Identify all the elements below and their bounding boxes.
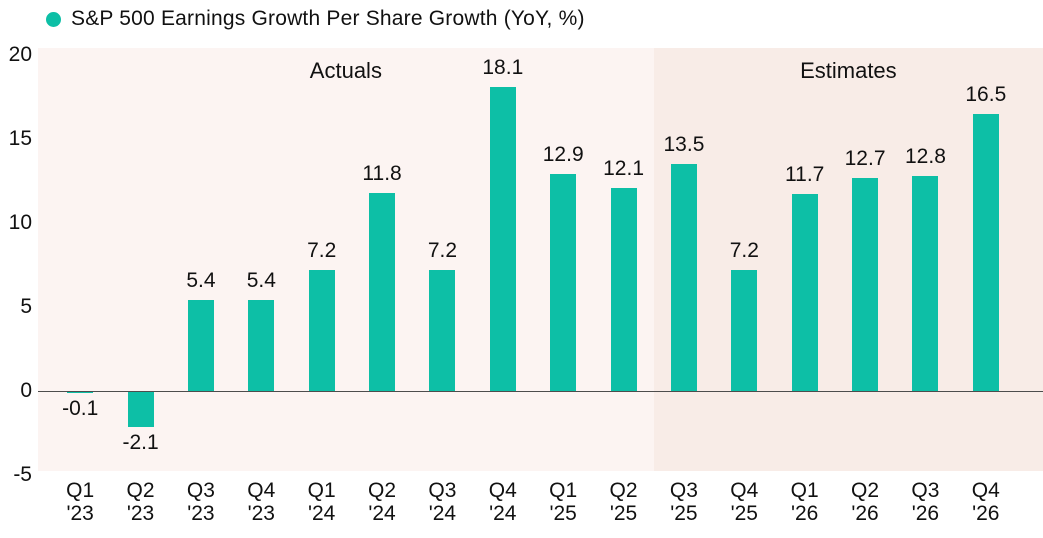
x-tick-year: '24	[428, 502, 457, 525]
legend-marker-icon	[46, 11, 61, 27]
x-tick-year: '25	[730, 502, 758, 525]
x-tick-quarter: Q1	[549, 479, 578, 502]
bar-value-label: -0.1	[62, 397, 99, 420]
x-tick-label: Q3'24	[428, 479, 456, 525]
x-tick-year: '24	[489, 502, 517, 525]
bar-value-label: 11.8	[362, 161, 402, 185]
x-tick-year: '26	[851, 502, 879, 525]
zero-baseline	[38, 391, 1043, 393]
x-tick-quarter: Q3	[186, 479, 215, 502]
bar-Q3-23	[187, 300, 214, 392]
x-tick-year: '26	[790, 502, 819, 525]
bar-value-label: 5.4	[246, 269, 276, 293]
x-tick-year: '26	[911, 502, 940, 525]
x-tick-label: Q2'26	[851, 479, 879, 525]
bar-Q4-23	[248, 300, 275, 392]
x-tick-label: Q4'26	[972, 479, 1000, 525]
x-tick-label: Q3'25	[670, 479, 698, 525]
bar-Q2-25	[610, 187, 637, 392]
x-tick-year: '24	[307, 502, 336, 525]
bar-Q3-26	[912, 175, 939, 392]
y-tick-label: 5	[20, 295, 32, 319]
x-tick-year: '26	[972, 502, 1000, 525]
bar-Q2-26	[852, 177, 879, 392]
legend: S&P 500 Earnings Growth Per Share Growth…	[46, 7, 585, 31]
bar-value-label: 12.1	[603, 156, 644, 180]
x-tick-quarter: Q4	[730, 479, 759, 502]
x-tick-quarter: Q1	[66, 479, 95, 502]
x-tick-year: '23	[247, 502, 275, 525]
bar-Q4-25	[731, 270, 758, 392]
y-tick-label: 20	[8, 42, 32, 66]
bar-value-label: 13.5	[663, 133, 705, 157]
bar-Q1-25	[550, 174, 577, 392]
x-tick-year: '24	[368, 502, 396, 525]
x-tick-label: Q4'24	[489, 479, 517, 525]
x-tick-quarter: Q1	[307, 479, 336, 502]
bar-Q4-26	[972, 113, 999, 392]
x-tick-label: Q1'25	[549, 479, 577, 525]
x-tick-year: '25	[670, 502, 698, 525]
bar-value-label: 11.7	[785, 163, 825, 187]
x-tick-label: Q2'24	[368, 479, 396, 525]
y-tick-label: 15	[8, 126, 32, 150]
bar-Q2-24	[369, 192, 396, 392]
bar-value-label: -2.1	[122, 430, 159, 454]
x-tick-year: '23	[66, 502, 94, 525]
section-title-actuals: Actuals	[309, 58, 382, 83]
x-tick-label: Q1'26	[791, 479, 819, 525]
bar-Q3-25	[670, 164, 697, 392]
y-tick-label: 10	[8, 211, 32, 235]
y-tick-label: 0	[20, 379, 32, 403]
bar-value-label: 16.5	[965, 82, 1007, 106]
x-tick-quarter: Q4	[247, 479, 276, 502]
x-tick-label: Q2'25	[610, 479, 638, 525]
y-tick-label: -5	[13, 463, 32, 487]
x-tick-year: '25	[609, 502, 638, 525]
bar-Q2-23	[127, 391, 154, 427]
x-tick-label: Q4'23	[247, 479, 275, 525]
x-tick-quarter: Q2	[368, 479, 397, 502]
bar-value-label: 7.2	[427, 239, 458, 263]
x-tick-quarter: Q4	[971, 479, 1000, 502]
x-tick-label: Q1'23	[66, 479, 94, 525]
x-tick-year: '23	[187, 502, 215, 525]
bar-Q3-24	[429, 270, 456, 392]
bar-value-label: 7.2	[307, 239, 337, 263]
x-tick-quarter: Q3	[428, 479, 457, 502]
bar-value-label: 12.8	[905, 144, 946, 168]
x-tick-quarter: Q3	[669, 479, 698, 502]
plot-area: Actuals Estimates -0.1 -2.1 5.4 5.4 7.2 11.8 7.2…	[38, 48, 1043, 471]
x-tick-quarter: Q2	[851, 479, 880, 502]
bar-value-label: 18.1	[482, 55, 524, 79]
bar-Q1-26	[791, 194, 818, 392]
x-tick-quarter: Q2	[609, 479, 638, 502]
bar-value-label: 12.7	[844, 146, 886, 170]
section-title-estimates: Estimates	[800, 58, 897, 83]
bar-value-label: 7.2	[729, 239, 759, 263]
x-tick-label: Q2'23	[127, 479, 155, 525]
x-tick-quarter: Q3	[911, 479, 940, 502]
bar-Q4-24	[489, 86, 516, 392]
bar-value-label: 5.4	[186, 269, 216, 293]
x-tick-label: Q4'25	[730, 479, 758, 525]
x-tick-quarter: Q2	[126, 479, 155, 502]
x-tick-year: '23	[126, 502, 155, 525]
bar-value-label: 12.9	[542, 143, 584, 167]
x-axis: Q1'23 Q2'23 Q3'23 Q4'23 Q1'24 Q2'24 Q3'24 Q4'24…	[38, 479, 1043, 531]
x-tick-label: Q3'26	[911, 479, 939, 525]
x-tick-quarter: Q4	[488, 479, 517, 502]
legend-label: S&P 500 Earnings Growth Per Share Growth…	[71, 7, 585, 30]
bar-Q1-24	[308, 270, 335, 392]
x-tick-label: Q3'23	[187, 479, 215, 525]
y-axis: 20 15 10 5 0 -5	[0, 43, 32, 487]
x-tick-year: '25	[549, 502, 577, 525]
x-tick-quarter: Q1	[790, 479, 819, 502]
x-tick-label: Q1'24	[308, 479, 336, 525]
